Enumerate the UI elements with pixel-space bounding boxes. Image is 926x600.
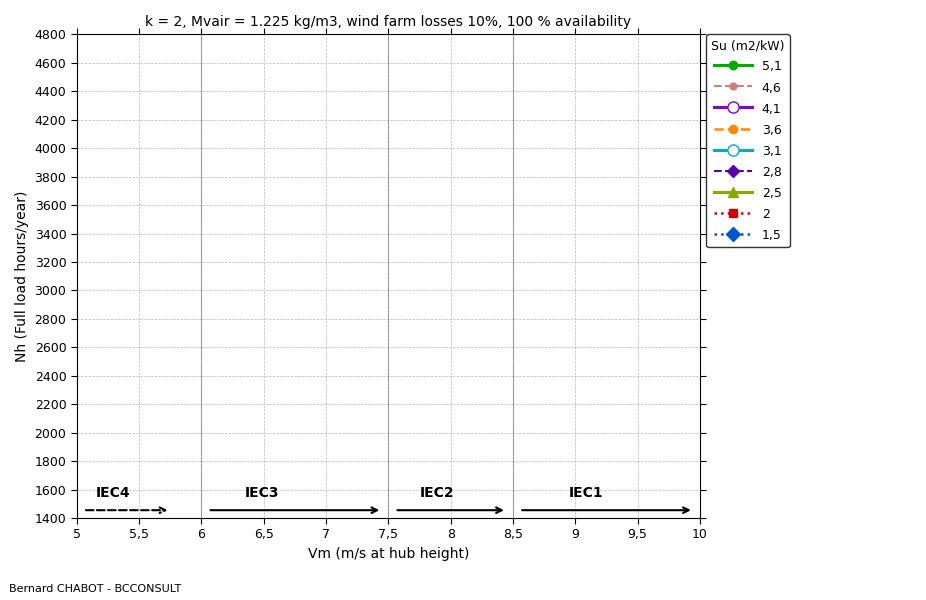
Text: IEC4: IEC4: [95, 485, 131, 500]
Text: IEC1: IEC1: [569, 485, 604, 500]
Title: k = 2, Mvair = 1.225 kg/m3, wind farm losses 10%, 100 % availability: k = 2, Mvair = 1.225 kg/m3, wind farm lo…: [145, 15, 632, 29]
Text: IEC2: IEC2: [419, 485, 454, 500]
Text: Bernard CHABOT - BCCONSULT: Bernard CHABOT - BCCONSULT: [9, 584, 181, 594]
Y-axis label: Nh (Full load hours/year): Nh (Full load hours/year): [15, 190, 29, 362]
X-axis label: Vm (m/s at hub height): Vm (m/s at hub height): [307, 547, 469, 561]
Legend: 5,1, 4,6, 4,1, 3,6, 3,1, 2,8, 2,5, 2, 1,5: 5,1, 4,6, 4,1, 3,6, 3,1, 2,8, 2,5, 2, 1,…: [707, 34, 790, 247]
Text: IEC3: IEC3: [245, 485, 280, 500]
